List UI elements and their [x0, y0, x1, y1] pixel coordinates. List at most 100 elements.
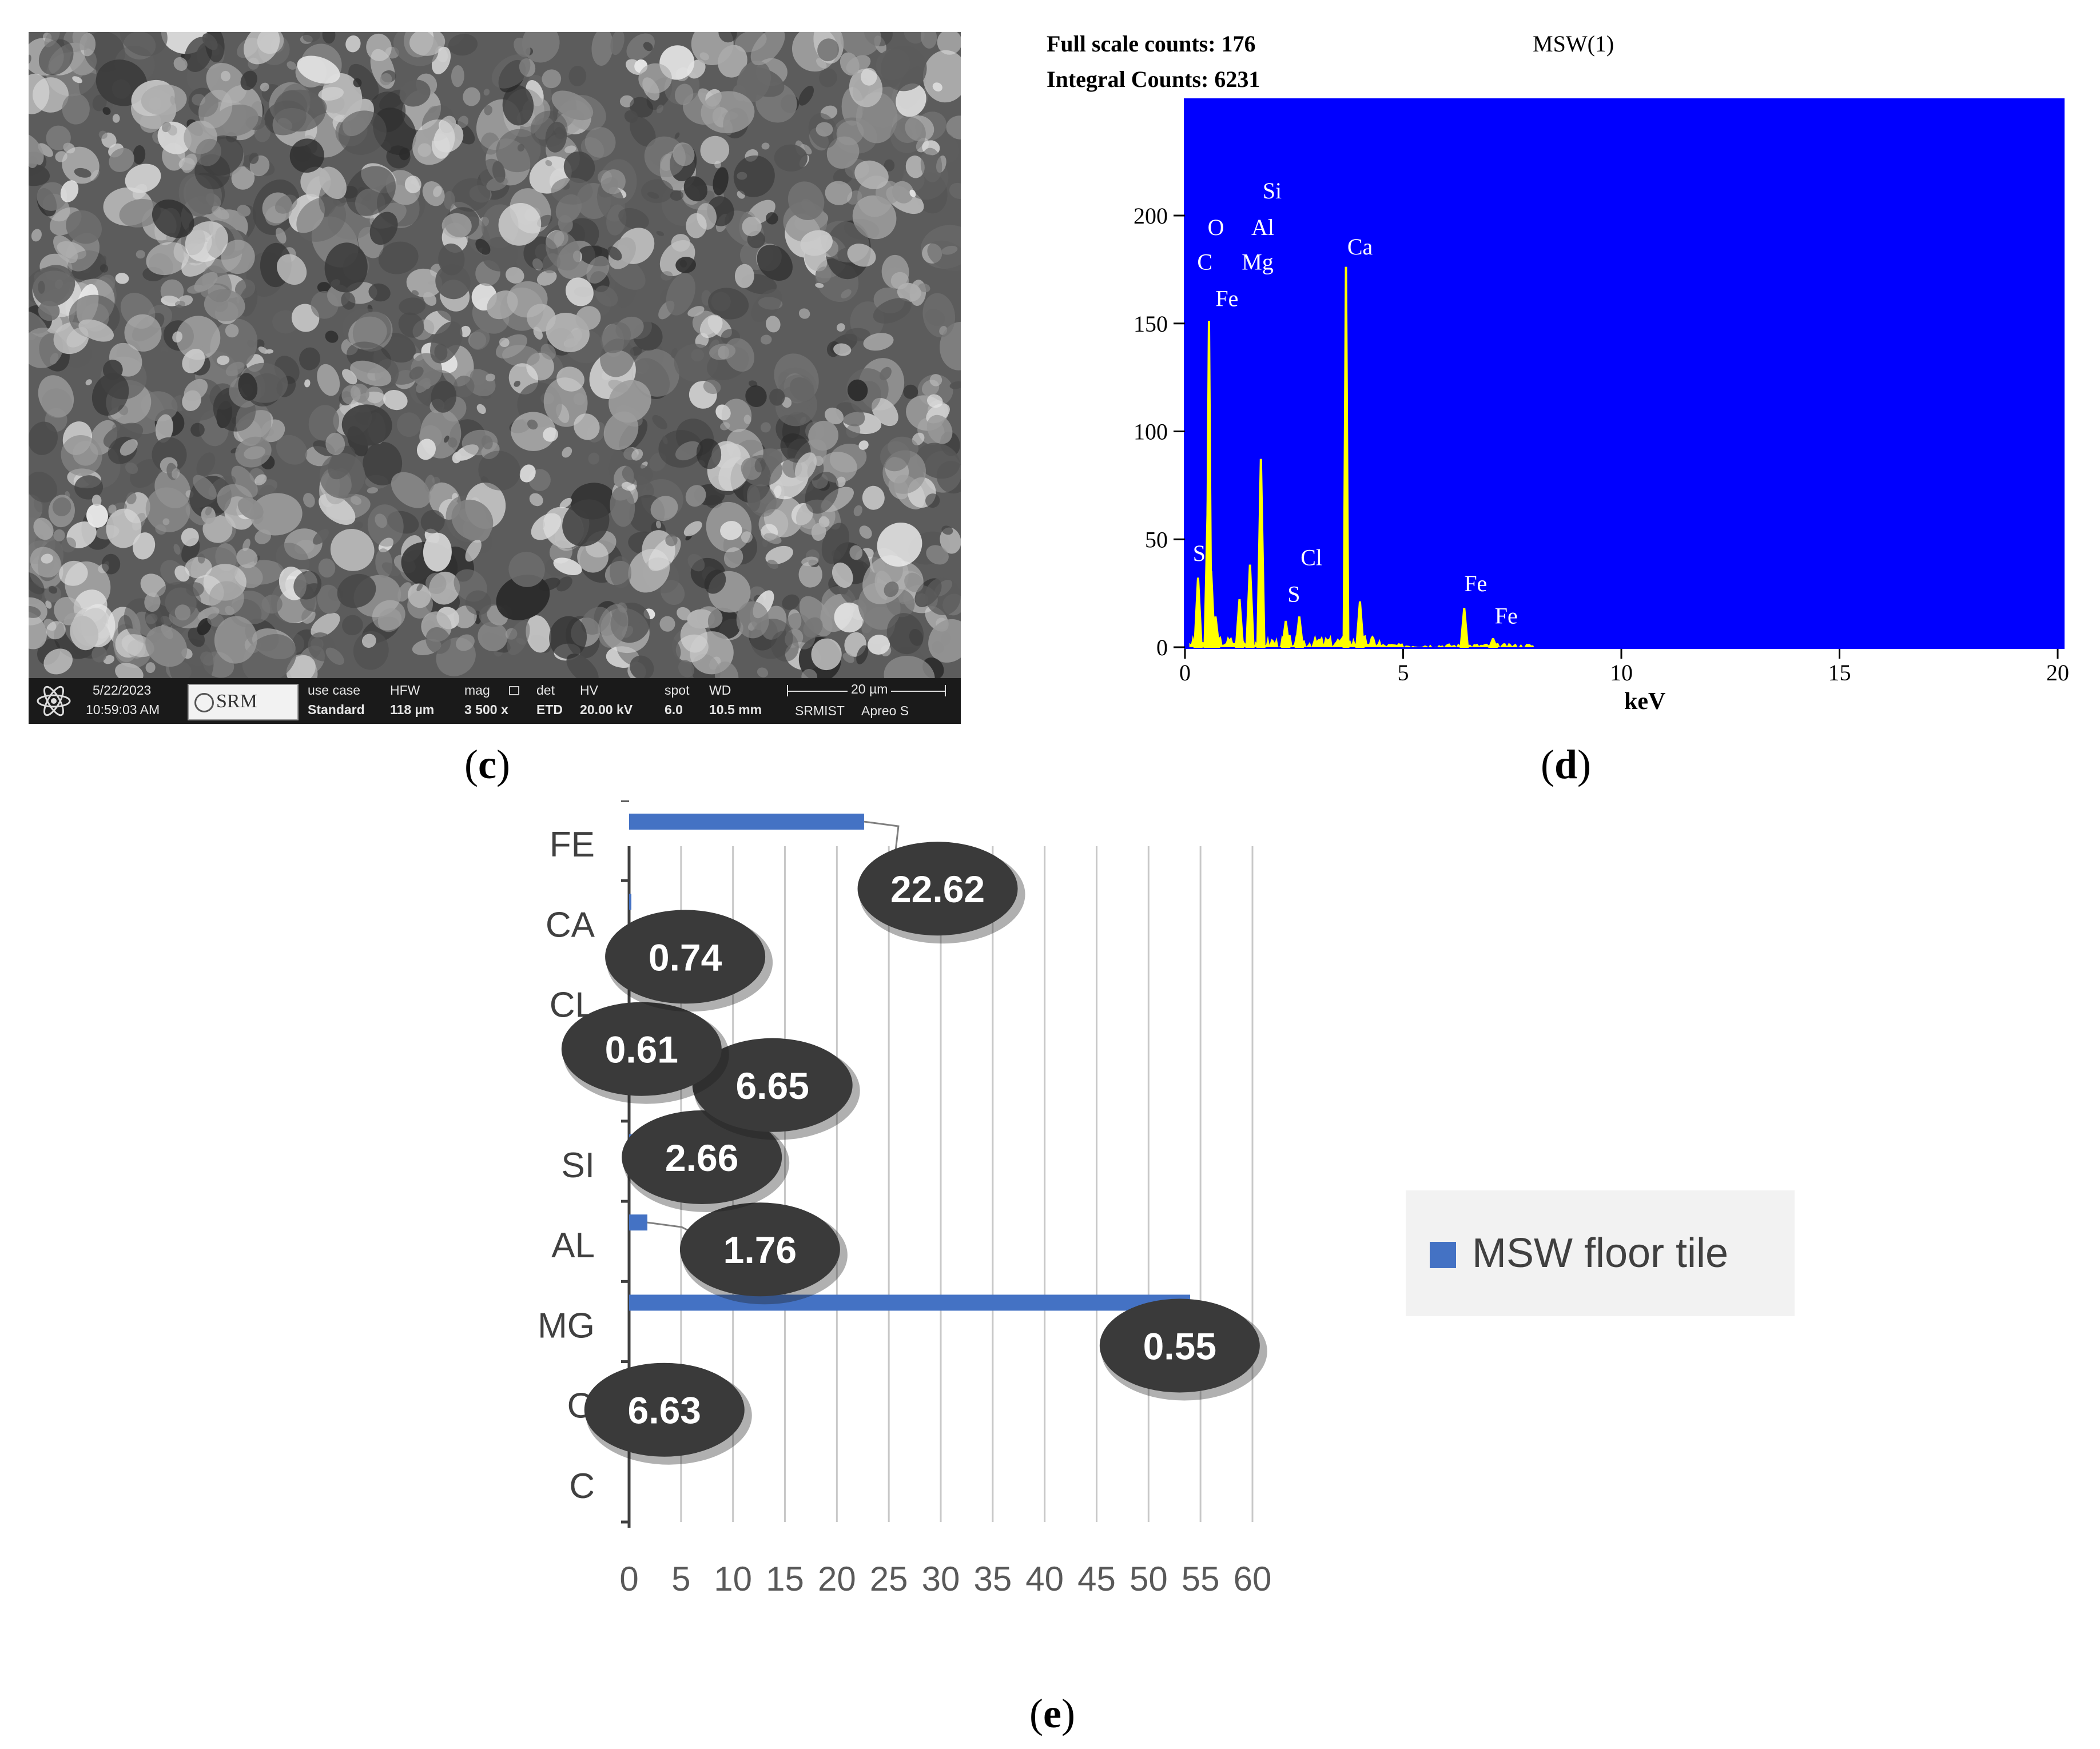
eds-x-tick-label: 20 [2046, 660, 2069, 686]
scale-bar-label: 20 µm [848, 682, 892, 697]
eds-peak [1211, 616, 1220, 648]
legend-box [1406, 1190, 1795, 1316]
use-case-value: Standard [308, 702, 365, 717]
data-label-text: 2.66 [665, 1137, 738, 1179]
data-label-bubble [692, 1038, 853, 1132]
eds-peak [1193, 577, 1203, 648]
wd-value: 10.5 mm [709, 702, 762, 717]
hfw-label: HFW [390, 683, 420, 698]
sem-micrograph-image [29, 32, 961, 678]
sem-date: 5/22/2023 [93, 683, 152, 698]
eds-peak-label: Mg [1242, 249, 1274, 274]
bar [629, 1294, 1190, 1311]
sem-grains [29, 32, 961, 678]
eds-peak-label: C [1197, 249, 1212, 274]
eds-y-tick-label: 100 [1133, 419, 1168, 445]
eds-x-tick-label: 0 [1179, 660, 1191, 686]
seal-icon [194, 693, 214, 712]
eds-peak [1459, 608, 1469, 648]
data-label-bubble [605, 910, 766, 1004]
eds-peak-label: Si [1263, 178, 1282, 204]
srm-logo: SRM [188, 684, 299, 720]
bar-data-labels: 6.63 0.55 1.76 2.66 6.65 0.61 0.74 22.62 [561, 842, 1267, 1465]
bar-x-tick-label: 50 [1129, 1560, 1168, 1598]
bar-x-tick-label: 0 [619, 1560, 638, 1598]
bar-x-tick-label: 15 [766, 1560, 804, 1598]
eds-peaks [1189, 266, 1534, 648]
eds-x-tick-label: 10 [1610, 660, 1633, 686]
hv-value: 20.00 kV [580, 702, 633, 717]
srm-logo-text: SRM [216, 691, 257, 712]
eds-y-tick-label: 0 [1156, 635, 1168, 660]
legend-swatch [1430, 1242, 1456, 1268]
bar-x-tick-label: 35 [973, 1560, 1012, 1598]
data-label-text: 6.65 [735, 1065, 809, 1107]
eds-x-tick-label: 5 [1398, 660, 1409, 686]
spot-label: spot [665, 683, 690, 698]
bar [629, 1214, 647, 1231]
mag-value: 3 500 x [464, 702, 508, 717]
data-label-bubble [679, 1202, 840, 1297]
eds-peak-label: Cl [1300, 545, 1322, 571]
data-label-bubble [584, 1362, 745, 1457]
det-value: ETD [536, 702, 563, 717]
bar-x-tick-label: 5 [671, 1560, 690, 1598]
eds-title: MSW(1) [1533, 31, 1614, 57]
instrument-label: Apreo S [861, 703, 909, 718]
sem-info-bar: 5/22/2023 10:59:03 AM SRM use case Stand… [29, 678, 961, 724]
data-label-text: 0.55 [1143, 1325, 1216, 1368]
use-case-label: use case [308, 683, 361, 698]
data-label-text: 22.62 [890, 868, 985, 910]
det-label: det [536, 683, 555, 698]
data-label-bubble [857, 842, 1018, 936]
hfw-value: 118 µm [390, 702, 435, 717]
eds-peak [1281, 620, 1291, 648]
bar-x-tick-label: 55 [1182, 1560, 1220, 1598]
eds-y-tick-label: 200 [1133, 203, 1168, 229]
bar-category-label: SI [561, 1146, 595, 1185]
eds-x-tick-label: 15 [1828, 660, 1851, 686]
eds-peak-label: Fe [1215, 286, 1238, 312]
bar-x-tick-label: 40 [1025, 1560, 1064, 1598]
panel-label-e: (e) [1029, 1691, 1075, 1736]
eds-peak-label: S [1193, 540, 1206, 566]
data-label-bubble [622, 1110, 782, 1204]
bar-category-label: AL [551, 1226, 595, 1265]
bar-x-tick-label: 10 [714, 1560, 752, 1598]
bar-category-label: FE [550, 825, 595, 864]
eds-x-axis-label: keV [1624, 688, 1665, 715]
eds-peak [1256, 459, 1266, 648]
eds-peak [1245, 564, 1255, 648]
scale-bar: 20 µm [783, 680, 949, 701]
eds-peak-label: Fe [1495, 603, 1518, 628]
eds-spectrum-panel: Full scale counts: 176 Integral Counts: … [1029, 23, 2093, 766]
bar [629, 894, 631, 910]
eds-peak-label: Ca [1347, 234, 1373, 260]
eds-peak-label: O [1208, 214, 1224, 240]
eds-peak-label: Al [1251, 214, 1274, 240]
bar-x-tick-label: 25 [870, 1560, 908, 1598]
eds-peak [1294, 616, 1304, 648]
data-label-bubble [1099, 1298, 1260, 1393]
legend-label: MSW floor tile [1472, 1230, 1728, 1276]
data-label-text: 0.74 [649, 936, 722, 978]
institution-label: SRMIST [795, 703, 845, 718]
eds-y-tick-label: 50 [1145, 527, 1168, 552]
eds-header-line-2: Integral Counts: 6231 [1047, 66, 1260, 92]
atom-icon [37, 686, 71, 716]
eds-spectrum-chart: Full scale counts: 176 Integral Counts: … [1047, 31, 2069, 715]
eds-peak [1342, 266, 1350, 648]
data-label-text: 1.76 [723, 1229, 797, 1271]
eds-peak [1488, 638, 1498, 648]
data-label-text: 6.63 [628, 1389, 701, 1432]
wd-label: WD [709, 683, 731, 698]
bar-chart-panel: C O MG AL SI CL CA FE 0 5 10 15 20 25 30 35 40 45 50 55 60 6… [503, 799, 1819, 1670]
panel-label-d: (d) [1541, 742, 1592, 787]
data-label-text: 0.61 [605, 1029, 678, 1071]
eds-peak-label: Fe [1464, 571, 1487, 596]
eds-peak-label: S [1287, 581, 1300, 607]
bar-category-label: CA [546, 905, 595, 945]
eds-axis-ticks: 0 50 100 150 200 0 5 10 15 20 [1133, 203, 2069, 686]
eds-header-line-1: Full scale counts: 176 [1047, 31, 1256, 57]
